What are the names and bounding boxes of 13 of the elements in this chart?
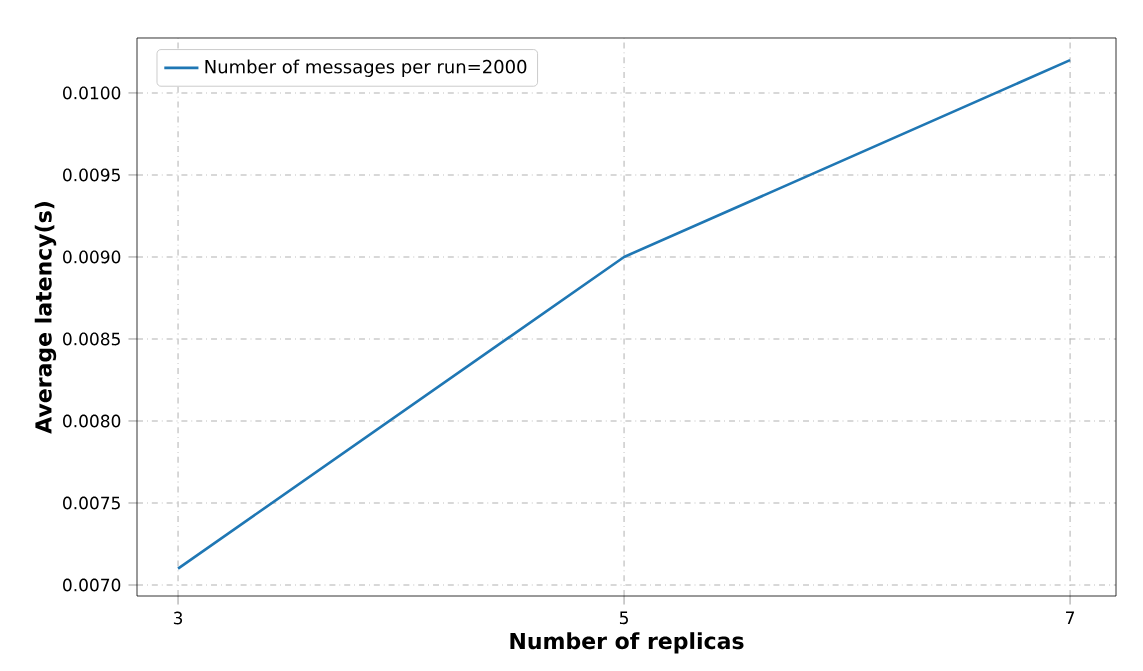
y-tick-label: 0.0095 bbox=[63, 168, 120, 182]
x-tick-label: 3 bbox=[173, 611, 183, 625]
y-tick-label: 0.0090 bbox=[63, 250, 121, 264]
y-tick-label: 0.0075 bbox=[63, 496, 120, 510]
y-tick-label: 0.0100 bbox=[63, 86, 121, 100]
y-axis-title: Average latency(s) bbox=[34, 202, 57, 434]
y-tick-label: 0.0070 bbox=[63, 578, 121, 592]
x-tick-label: 7 bbox=[1066, 611, 1075, 624]
y-tick-label: 0.0080 bbox=[63, 414, 121, 428]
y-tick-label: 0.0085 bbox=[63, 332, 120, 346]
x-axis-title: Number of replicas bbox=[510, 632, 744, 654]
x-tick-label: 5 bbox=[619, 611, 628, 625]
legend-label: Number of messages per run=2000 bbox=[205, 59, 527, 77]
